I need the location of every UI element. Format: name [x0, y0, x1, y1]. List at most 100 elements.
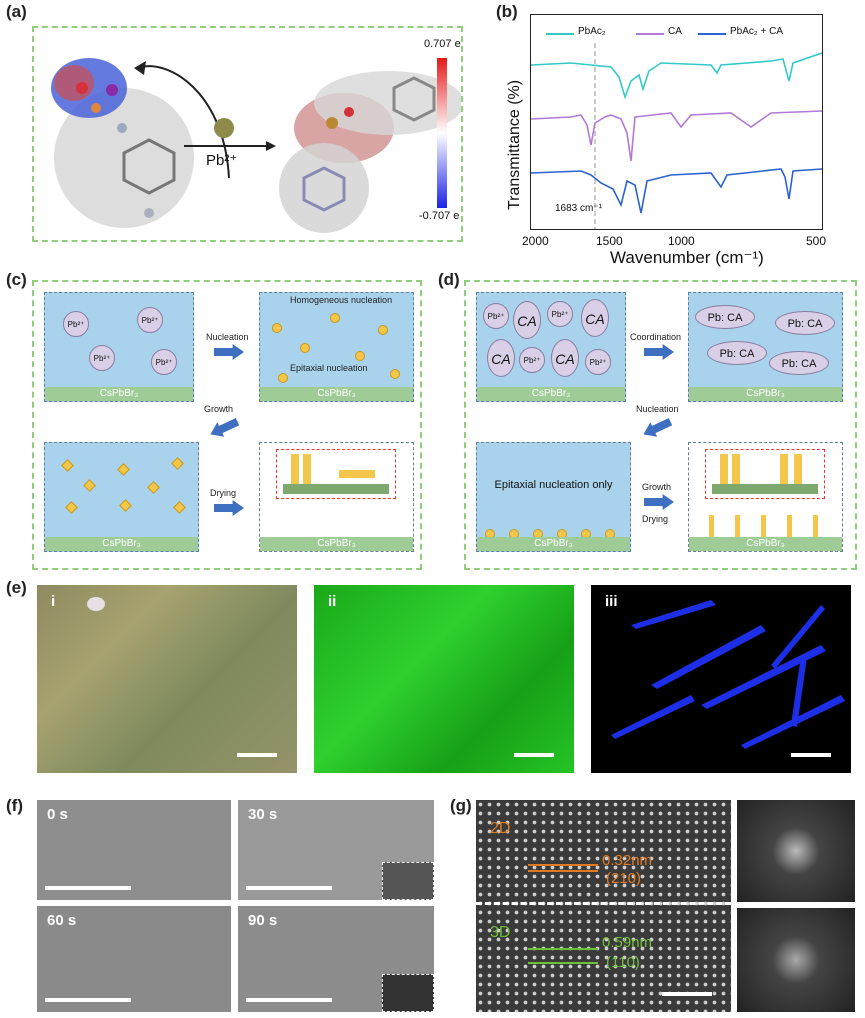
- zoom-inset-d: [705, 449, 825, 499]
- image-label-i: i: [51, 593, 56, 610]
- scale-bar: [237, 753, 277, 757]
- nucleation-arrow-d: [640, 414, 674, 441]
- time-label-90s: 90 s: [248, 912, 278, 929]
- solution-box-grown: CsPbBr₃: [44, 442, 199, 552]
- scale-bar: [45, 998, 131, 1002]
- substrate-label: CsPbBr₃: [689, 537, 842, 551]
- label-3d: 3D: [490, 924, 511, 941]
- series-pbac2-ca-line: [531, 168, 822, 214]
- substrate-label: CsPbBr₃: [260, 387, 413, 401]
- legend-swatch-pbac2-ca: [698, 33, 726, 35]
- sem-inset: [382, 862, 434, 900]
- x-tick-2000: 2000: [522, 234, 549, 248]
- growth-label-d: Growth: [642, 482, 672, 492]
- series-ca-line: [531, 110, 822, 162]
- pb-ion: Pb²⁺: [151, 349, 177, 375]
- pb-ion-label: Pb²⁺: [206, 152, 238, 169]
- coordination-arrow: [644, 344, 674, 360]
- fft-pattern-2d: [737, 800, 855, 902]
- pb-ion: Pb²⁺: [483, 303, 509, 329]
- pb-ion: Pb²⁺: [89, 345, 115, 371]
- drying-label-d: Drying: [642, 514, 669, 524]
- legend-label-pbac2-ca: PbAc₂ + CA: [730, 26, 784, 37]
- fft-pattern-3d: [737, 908, 855, 1012]
- epitaxial-label: Epitaxial nucleation: [290, 363, 368, 373]
- ftir-plot-area: 1683 cm⁻¹: [530, 14, 823, 230]
- ca-molecule: CA: [581, 299, 609, 337]
- panel-label-f: (f): [6, 796, 23, 815]
- legend-label-pbac2: PbAc₂: [578, 26, 606, 37]
- solution-box-initial: Pb²⁺ Pb²⁺ Pb²⁺ Pb²⁺ CsPbBr₃: [44, 292, 194, 402]
- ftir-legend: PbAc₂ CA PbAc₂ + CA: [546, 26, 816, 40]
- panel-label-a: (a): [6, 2, 27, 21]
- scale-bar: [246, 886, 332, 890]
- panel-a-frame: Pb²⁺ 0.707 e -0.707 e: [32, 26, 463, 242]
- peak-annotation: 1683 cm⁻¹: [555, 203, 602, 214]
- scale-bar: [246, 998, 332, 1002]
- d-spacing-3d: 0.59nm: [602, 934, 653, 951]
- y-axis-label: Transmittance (%): [506, 79, 523, 210]
- panel-label-c: (c): [6, 270, 27, 289]
- sem-image-90s: 90 s: [238, 906, 434, 1012]
- zoom-inset: [276, 449, 396, 499]
- legend-label-ca: CA: [668, 26, 682, 37]
- dried-film-box: CsPbBr₃: [259, 442, 414, 552]
- pb-ion: Pb²⁺: [519, 347, 545, 373]
- time-label-60s: 60 s: [47, 912, 77, 929]
- panel-c-frame: Pb²⁺ Pb²⁺ Pb²⁺ Pb²⁺ CsPbBr₃ Nucleation H…: [32, 280, 422, 570]
- panel-label-b: (b): [496, 2, 518, 21]
- x-tick-1000: 1000: [668, 234, 695, 248]
- panel-d-frame: Pb²⁺ CA Pb²⁺ CA CA Pb²⁺ CA Pb²⁺ CsPbBr₃ …: [464, 280, 857, 570]
- time-label-30s: 30 s: [248, 806, 278, 823]
- pb-ion: Pb²⁺: [547, 301, 573, 327]
- hrtem-image: 2D 0.32nm (210) 3D 0.59nm (110): [476, 800, 731, 1012]
- sem-image-60s: 60 s: [37, 906, 231, 1012]
- colorbar-max: 0.707 e: [424, 38, 461, 50]
- time-label-0s: 0 s: [47, 806, 68, 823]
- molecule-illustration: [51, 58, 461, 233]
- epitaxial-only-label: Epitaxial nucleation only: [494, 479, 613, 491]
- growth-arrow: [207, 414, 241, 441]
- drying-arrow: [214, 500, 244, 516]
- pb-ca-complex: Pb: CA: [775, 311, 835, 335]
- nucleation-label-d: Nucleation: [636, 404, 679, 414]
- phase-boundary: [476, 902, 731, 905]
- legend-swatch-pbac2: [546, 33, 574, 35]
- drying-label: Drying: [210, 488, 237, 498]
- substrate-label: CsPbBr₃: [477, 387, 625, 401]
- dried-film-box-d: CsPbBr₃: [688, 442, 843, 552]
- coordination-label: Coordination: [630, 332, 682, 342]
- solution-box-with-ca: Pb²⁺ CA Pb²⁺ CA CA Pb²⁺ CA Pb²⁺ CsPbBr₃: [476, 292, 626, 402]
- d-spacing-2d: 0.32nm: [602, 852, 653, 869]
- ca-molecule: CA: [487, 339, 515, 377]
- x-tick-500: 500: [806, 234, 827, 248]
- scale-bar: [791, 753, 831, 757]
- sem-image-0s: 0 s: [37, 800, 231, 900]
- ca-molecule: CA: [513, 301, 541, 339]
- solution-box-coordinated: Pb: CA Pb: CA Pb: CA Pb: CA CsPbBr₃: [688, 292, 843, 402]
- pb-ion: Pb²⁺: [63, 311, 89, 337]
- x-axis-label: Wavenumber (cm⁻¹): [610, 248, 764, 267]
- panel-label-g: (g): [450, 796, 472, 815]
- solution-box-epitaxial: Epitaxial nucleation only CsPbBr₃: [476, 442, 631, 552]
- pb-ca-complex: Pb: CA: [707, 341, 767, 365]
- sem-inset: [382, 974, 434, 1012]
- substrate-label: CsPbBr₃: [260, 537, 413, 551]
- panel-label-d: (d): [438, 270, 460, 289]
- image-label-ii: ii: [328, 593, 337, 610]
- growth-drying-arrow: [644, 494, 674, 510]
- homogeneous-label: Homogeneous nucleation: [290, 295, 393, 305]
- scale-bar: [514, 753, 554, 757]
- substrate-label: CsPbBr₃: [689, 387, 842, 401]
- substrate-label: CsPbBr₃: [45, 537, 198, 551]
- pb-ca-complex: Pb: CA: [695, 305, 755, 329]
- nucleation-arrow: [214, 344, 244, 360]
- growth-label: Growth: [204, 404, 234, 414]
- panel-label-e: (e): [6, 578, 27, 597]
- pb-ca-complex: Pb: CA: [769, 351, 829, 375]
- sem-image-30s: 30 s: [238, 800, 434, 900]
- series-pbac2-line: [531, 52, 822, 100]
- image-label-iii: iii: [605, 593, 618, 610]
- scale-bar: [45, 886, 131, 890]
- label-2d: 2D: [490, 820, 511, 837]
